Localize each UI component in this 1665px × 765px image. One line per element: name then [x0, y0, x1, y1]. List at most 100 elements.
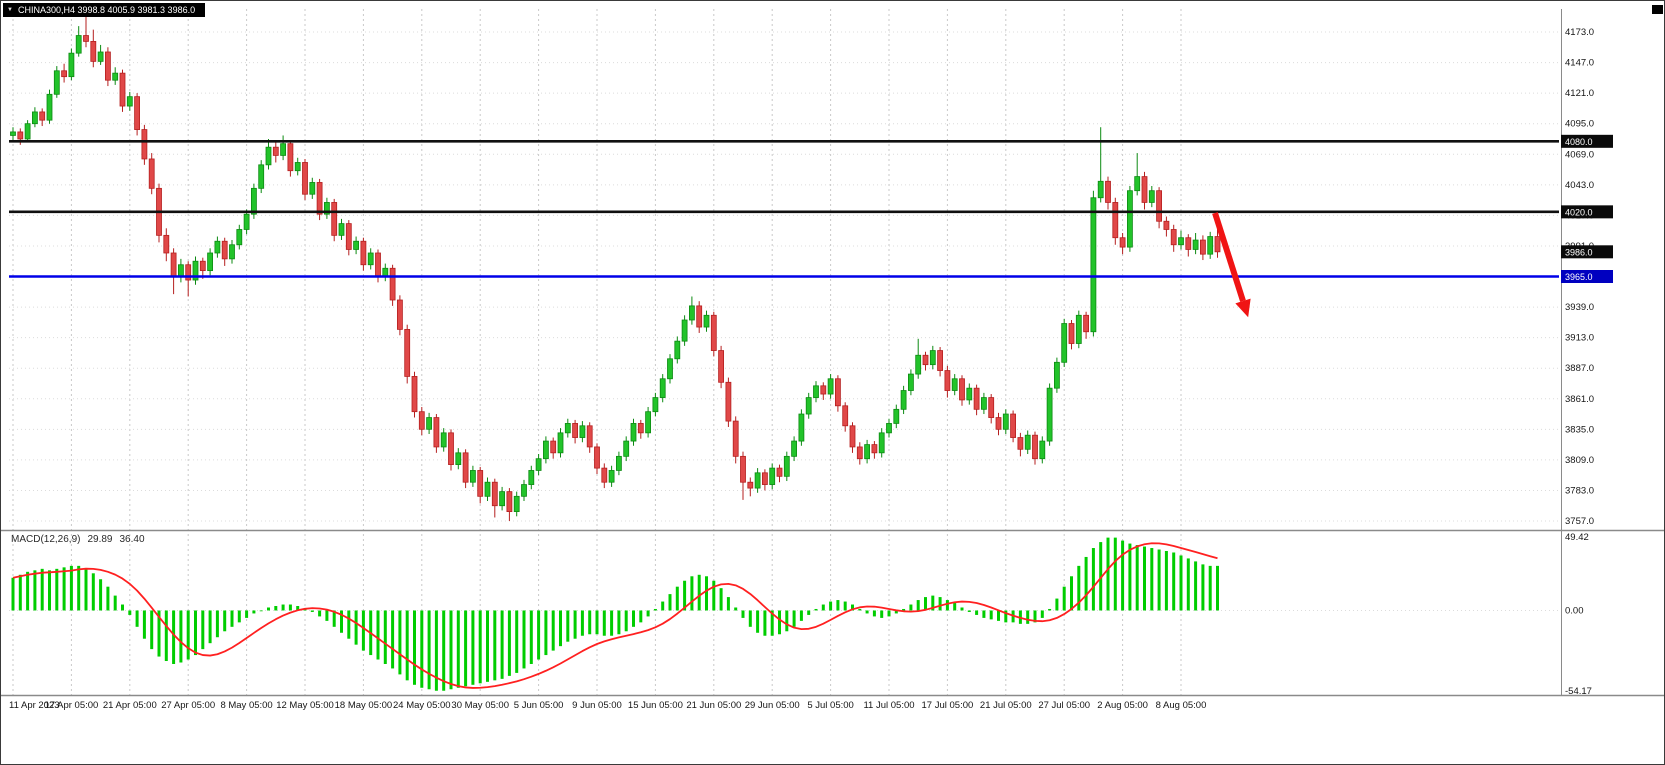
macd-histogram-bar	[872, 610, 876, 617]
time-axis-label: 17 Jul 05:00	[922, 700, 974, 711]
candle-body	[506, 491, 513, 512]
candle-body	[557, 432, 564, 454]
macd-histogram-bar	[427, 610, 431, 690]
macd-histogram-bar	[1208, 565, 1212, 611]
time-axis-label: 21 Apr 05:00	[103, 700, 157, 711]
macd-histogram-bar	[398, 610, 402, 675]
macd-histogram-bar	[580, 610, 584, 636]
candle-body	[440, 432, 447, 448]
macd-histogram-bar	[726, 597, 730, 611]
candle-body	[922, 354, 929, 366]
macd-histogram-bar	[186, 610, 190, 660]
candle-body	[842, 405, 849, 427]
price-tick-label: 3861.0	[1565, 394, 1594, 405]
macd-histogram-bar	[259, 610, 263, 612]
candle-body	[1075, 314, 1082, 344]
candle-body	[61, 70, 67, 78]
candle-body	[805, 397, 812, 415]
candle-body	[90, 41, 97, 62]
candle-body	[1207, 236, 1214, 255]
candle-body	[331, 202, 338, 236]
macd-histogram-bar	[734, 607, 738, 611]
macd-histogram-bar	[529, 610, 533, 664]
candle-body	[710, 314, 717, 351]
trend-arrow-head-icon[interactable]	[1235, 298, 1251, 318]
macd-histogram-bar	[361, 610, 365, 651]
macd-histogram-bar	[975, 610, 979, 615]
macd-histogram-bar	[1106, 537, 1110, 611]
candle-body	[177, 264, 184, 277]
candle-body	[214, 240, 221, 254]
macd-histogram-bar	[851, 604, 854, 611]
candle-body	[820, 385, 827, 395]
candle-body	[426, 417, 433, 430]
trend-arrow-shaft[interactable]	[1212, 212, 1246, 302]
macd-histogram-bar	[172, 610, 176, 664]
candle-body	[499, 491, 506, 507]
macd-histogram-bar	[164, 610, 168, 662]
candle-body	[893, 408, 900, 424]
macd-histogram-bar	[1172, 552, 1176, 611]
candle-body	[769, 467, 776, 485]
macd-histogram-bar	[33, 570, 37, 611]
candle-body	[798, 413, 805, 442]
macd-histogram-bar	[807, 610, 811, 615]
macd-histogram-bar	[179, 610, 183, 663]
macd-histogram-bar	[566, 610, 570, 642]
macd-histogram-bar	[500, 610, 504, 679]
candle-body	[469, 470, 476, 483]
macd-name: MACD(12,26,9)	[11, 534, 81, 545]
candle-body	[1134, 176, 1141, 192]
macd-histogram-bar	[559, 610, 562, 647]
candle-body	[17, 131, 24, 140]
chevron-down-icon[interactable]: ▼	[7, 7, 13, 13]
macd-histogram-bar	[1084, 556, 1088, 611]
time-axis-label: 11 Apr 2023	[9, 700, 60, 711]
macd-histogram-bar	[1186, 558, 1190, 611]
macd-histogram-bar	[770, 610, 774, 636]
price-tick-label: 3809.0	[1565, 455, 1594, 466]
macd-histogram-bar	[223, 610, 227, 632]
macd-histogram-bar	[383, 610, 387, 664]
macd-histogram-bar	[573, 610, 577, 639]
candle-body	[754, 472, 761, 489]
candle-body	[966, 387, 973, 401]
candle-body	[418, 411, 425, 430]
candle-body	[835, 378, 841, 407]
candle-body	[616, 455, 622, 471]
macd-histogram-bar	[938, 597, 942, 611]
macd-histogram-bar	[201, 610, 205, 650]
time-axis-label: 24 May 05:00	[393, 700, 451, 711]
macd-histogram-bar	[1048, 608, 1052, 611]
price-label-box	[1561, 134, 1613, 148]
macd-histogram-bar	[194, 610, 197, 656]
macd-histogram-bar	[792, 610, 796, 627]
macd-histogram-bar	[318, 610, 322, 617]
candle-body	[1046, 387, 1053, 442]
macd-histogram-bar	[602, 610, 606, 636]
macd-histogram-bar	[84, 568, 88, 611]
price-tick-label: 3887.0	[1565, 363, 1594, 374]
candle-body	[864, 444, 870, 460]
candle-body	[747, 481, 754, 489]
macd-histogram-bar	[449, 610, 453, 690]
macd-histogram-bar	[697, 574, 701, 611]
macd-histogram-bar	[646, 610, 650, 617]
macd-histogram-bar	[252, 610, 256, 614]
time-axis-label: 11 Jul 05:00	[863, 700, 914, 711]
macd-histogram-bar	[1216, 565, 1219, 611]
price-tick-label: 3757.0	[1565, 516, 1594, 527]
candle-body	[287, 143, 294, 172]
macd-histogram-bar	[624, 610, 628, 632]
macd-histogram-bar	[763, 610, 767, 636]
candle-body	[667, 358, 673, 380]
candle-body	[134, 96, 141, 130]
candle-body	[68, 52, 75, 78]
macd-signal-line	[12, 542, 1218, 689]
price-label-box-text: 4080.0	[1565, 137, 1593, 147]
candle-body	[550, 440, 557, 454]
macd-histogram-bar	[128, 610, 132, 615]
macd-histogram-bar	[1091, 548, 1095, 611]
time-axis-label: 21 Jun 05:00	[686, 700, 741, 711]
